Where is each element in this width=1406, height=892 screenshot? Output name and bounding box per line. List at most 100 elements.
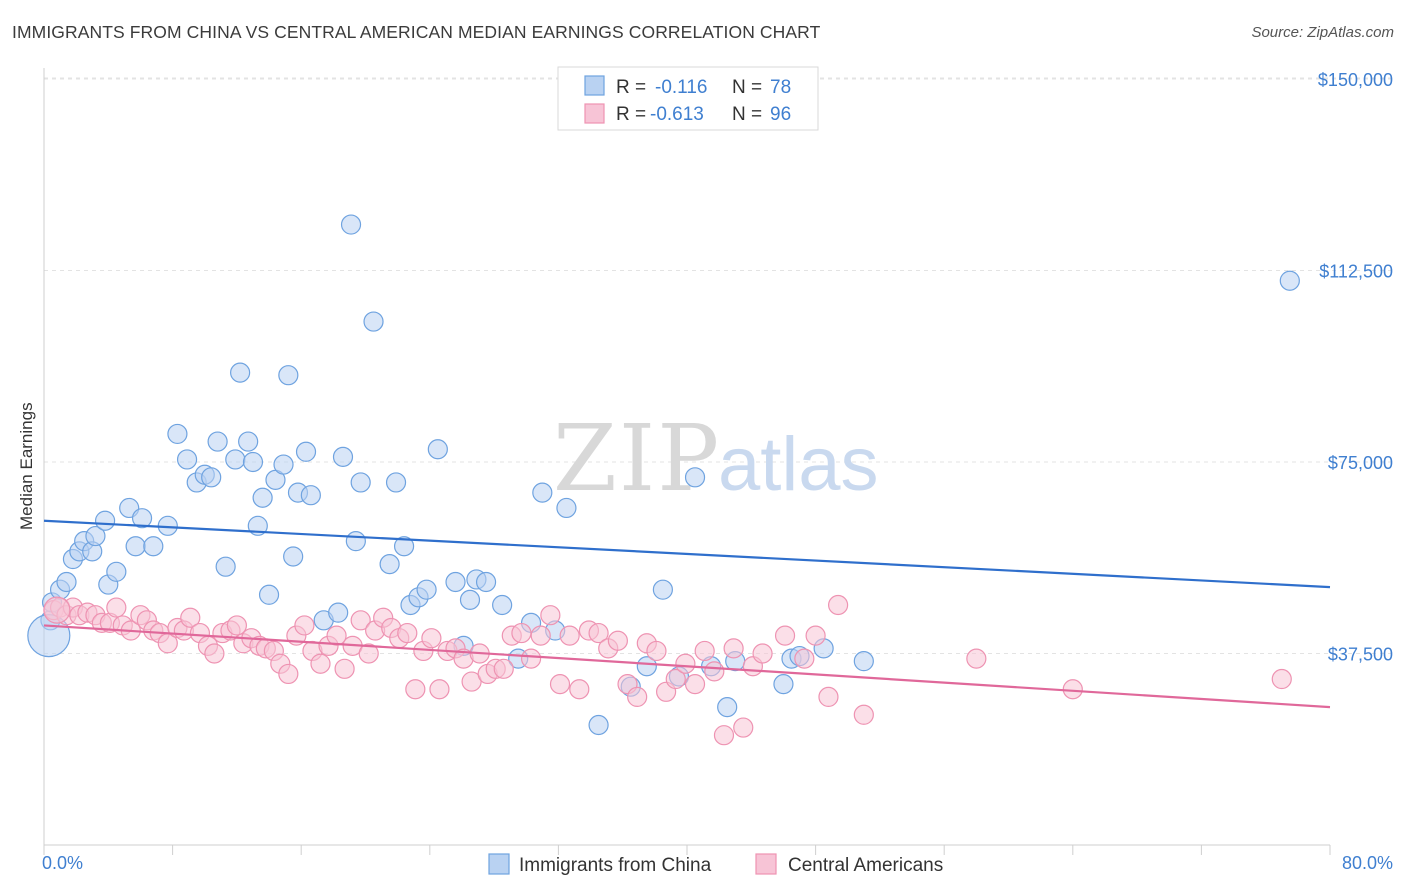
data-point-cluster: [43, 596, 71, 624]
data-point: [427, 439, 448, 460]
data-point: [1271, 668, 1292, 690]
data-point: [704, 661, 725, 682]
legend-r-value: -0.116: [655, 77, 707, 98]
data-point: [475, 571, 497, 593]
legend-r-label: R =: [616, 77, 646, 98]
data-point: [278, 663, 299, 685]
data-point: [273, 454, 294, 475]
data-point: [794, 648, 815, 669]
data-point: [393, 536, 415, 557]
bottom-legend-swatch-china: [488, 853, 510, 875]
data-point: [828, 594, 849, 616]
data-point: [684, 674, 706, 695]
data-point: [717, 697, 738, 718]
data-point: [143, 536, 164, 557]
data-point: [379, 554, 400, 575]
data-point: [131, 508, 153, 529]
data-point: [520, 648, 542, 669]
data-point: [636, 656, 657, 677]
series-legend: Immigrants from China Central Americans: [488, 853, 943, 876]
y-tick-label: $37,500: [1328, 645, 1393, 665]
data-point: [167, 423, 188, 445]
data-point: [805, 625, 826, 646]
trend-lines: [43, 519, 1331, 709]
data-point: [397, 622, 418, 644]
y-tick-label: $112,500: [1319, 262, 1393, 282]
data-point: [294, 615, 315, 636]
data-point: [532, 482, 553, 503]
data-point: [416, 579, 437, 600]
data-point: [588, 714, 609, 736]
legend-n-label: N =: [732, 77, 762, 98]
data-point: [125, 536, 146, 557]
data-point: [242, 451, 264, 473]
data-point: [207, 431, 228, 452]
data-point: [180, 607, 201, 628]
x-tick-label-min: 0.0%: [42, 853, 83, 873]
data-point: [733, 717, 754, 738]
data-point: [295, 441, 317, 462]
chart-source: Source: ZipAtlas.com: [1251, 24, 1394, 41]
data-point: [492, 594, 513, 616]
data-point: [176, 449, 198, 470]
data-point: [215, 556, 236, 577]
data-point: [106, 561, 127, 582]
y-tick-labels: $150,000 $112,500 $75,000 $37,500: [1318, 70, 1393, 665]
data-point: [540, 605, 561, 626]
trend-line: [43, 624, 1331, 709]
legend-n-value: 96: [770, 104, 791, 125]
bottom-legend-swatch-central: [755, 853, 777, 875]
data-point: [511, 622, 532, 644]
data-point: [1279, 270, 1300, 291]
data-point: [225, 449, 246, 470]
data-point: [559, 625, 580, 646]
data-point: [345, 531, 366, 552]
data-point: [675, 653, 696, 674]
data-point: [853, 704, 874, 725]
data-point: [334, 658, 355, 679]
data-point: [226, 615, 247, 636]
bottom-legend-label-china: Immigrants from China: [519, 855, 712, 876]
data-point: [752, 643, 773, 664]
data-point: [556, 497, 577, 519]
y-tick-label: $75,000: [1328, 453, 1393, 473]
data-point: [258, 584, 280, 605]
y-tick-label: $150,000: [1318, 70, 1393, 90]
data-point: [684, 467, 706, 488]
y-axis-label: Median Earnings: [17, 402, 36, 530]
legend-swatch-central: [584, 103, 605, 124]
data-point: [652, 579, 673, 600]
correlation-legend: R = -0.116 N = 78 R = -0.613 N = 96: [557, 66, 819, 131]
data-point: [94, 510, 116, 531]
watermark-zip: ZIP: [553, 405, 721, 512]
data-point: [723, 638, 744, 659]
data-point: [445, 571, 466, 593]
data-point: [588, 622, 609, 644]
x-tick-label-max: 80.0%: [1342, 853, 1393, 873]
data-point: [332, 446, 354, 467]
data-point: [773, 674, 794, 695]
data-point: [238, 431, 259, 452]
data-point: [607, 630, 628, 651]
data-point: [310, 653, 331, 674]
data-point: [340, 214, 362, 235]
data-point: [350, 472, 371, 493]
data-point: [713, 725, 735, 746]
data-point: [405, 679, 426, 700]
data-point: [230, 362, 251, 383]
data-point: [421, 628, 442, 649]
data-point: [278, 365, 299, 386]
data-point: [328, 602, 349, 623]
data-point: [326, 625, 347, 646]
data-point: [627, 686, 648, 708]
bottom-legend-label-central: Central Americans: [788, 855, 943, 876]
data-point: [204, 643, 225, 664]
data-point: [665, 668, 686, 690]
data-point: [774, 625, 796, 646]
watermark-atlas: atlas: [718, 422, 879, 507]
data-point: [694, 640, 715, 662]
data-point: [549, 674, 571, 695]
legend-r-value: -0.613: [650, 104, 704, 125]
legend-r-label: R =: [616, 104, 646, 125]
